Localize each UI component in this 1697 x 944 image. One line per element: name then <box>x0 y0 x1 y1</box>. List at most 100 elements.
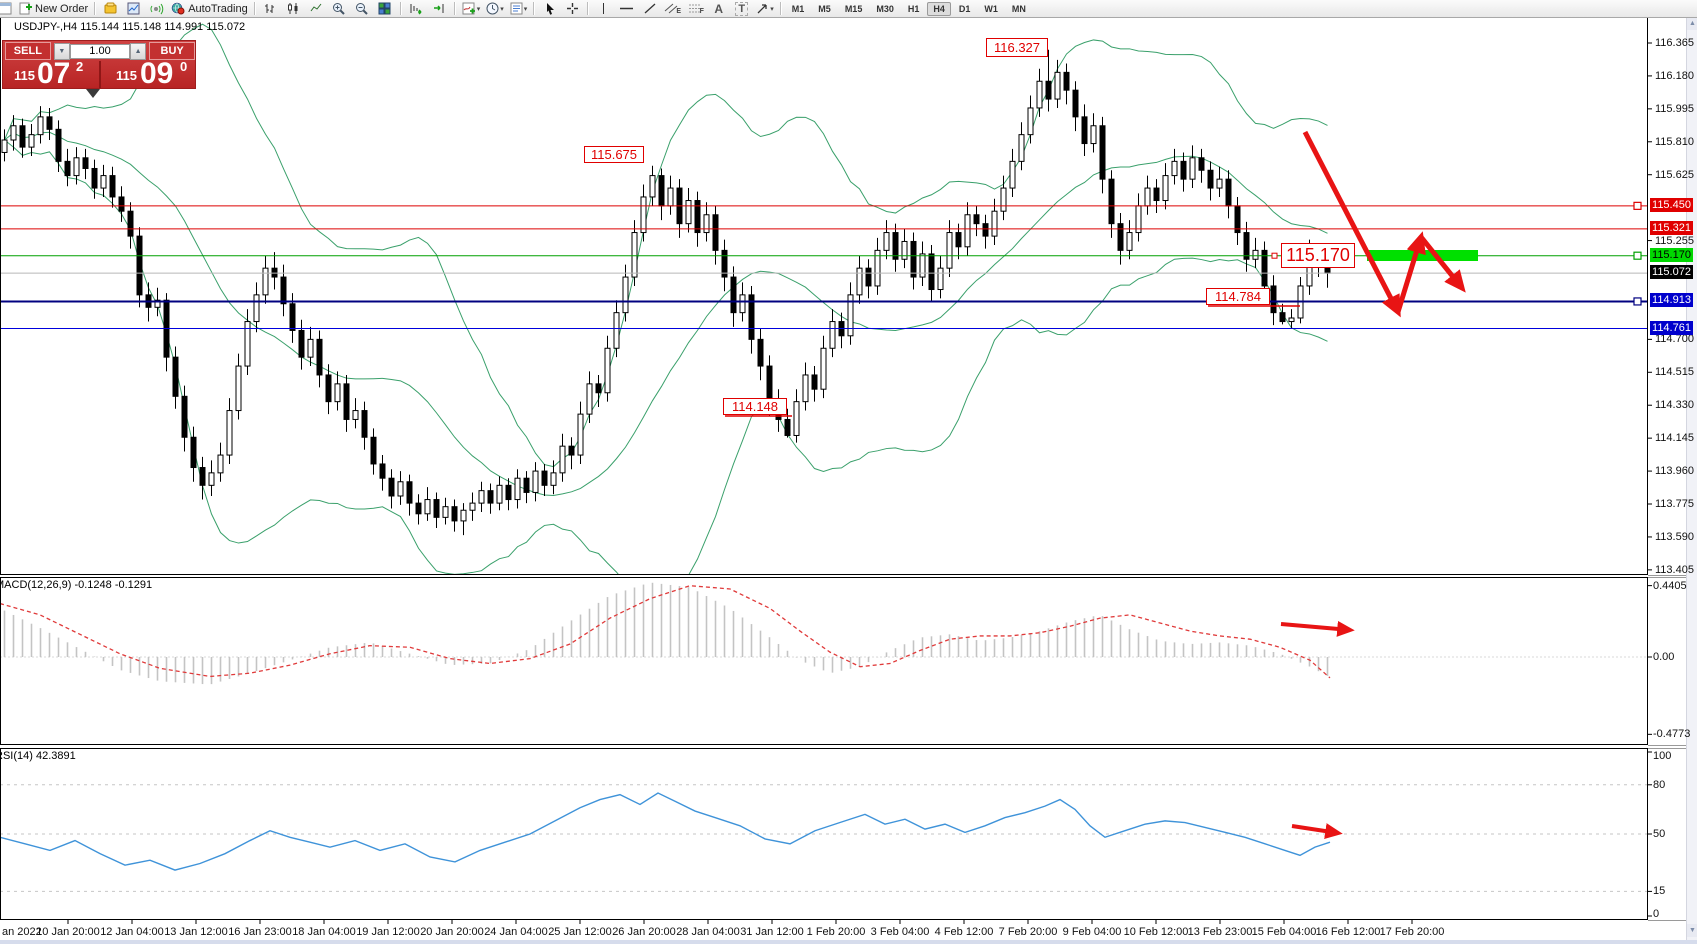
vertical-line-tool-icon[interactable] <box>593 1 614 16</box>
time-axis-label: 9 Feb 04:00 <box>1062 926 1122 938</box>
time-axis-label: 28 Jan 04:00 <box>676 926 740 938</box>
zoom-out-icon[interactable] <box>352 1 373 16</box>
price-badge: 115.450 <box>1650 197 1693 212</box>
green-zone-highlight[interactable] <box>1367 250 1478 261</box>
timeframe-button-d1[interactable]: D1 <box>958 3 971 14</box>
volume-input[interactable] <box>70 43 130 59</box>
timeframe-button-m5[interactable]: M5 <box>818 3 831 14</box>
price-badge: 115.321 <box>1650 220 1693 235</box>
trend-arrow[interactable] <box>1395 231 1426 313</box>
fibonacci-glyph: F <box>699 8 704 15</box>
time-axis-label: 16 Feb 12:00 <box>1315 926 1381 938</box>
new-order-icon <box>19 2 32 15</box>
new-order-button[interactable]: New Order <box>17 1 90 16</box>
price-axis-tick: 113.960 <box>1655 465 1694 478</box>
text-label-tool-icon[interactable]: T <box>731 1 752 16</box>
scroll-up-icon[interactable]: ▲ <box>1687 17 1697 30</box>
timeframe-button-m15[interactable]: M15 <box>844 3 863 14</box>
rsi-arrow[interactable] <box>1291 823 1343 839</box>
volume-increase-button[interactable]: ▲ <box>130 42 147 60</box>
sell-button[interactable]: SELL <box>5 42 51 60</box>
timeframe-toolbar: M1 M5 M15 M30 H1 H4 D1 W1 MN <box>785 1 1033 16</box>
trendline-tool-icon[interactable] <box>639 1 660 16</box>
time-axis-label: 10 Feb 12:00 <box>1123 926 1189 938</box>
label-glyph: T <box>735 1 749 16</box>
price-annotation[interactable]: 115.170 <box>1281 243 1355 268</box>
panel-collapse-arrow[interactable] <box>86 89 100 98</box>
price-axis-tick: 113.775 <box>1655 498 1694 510</box>
crosshair-tool-icon[interactable] <box>562 1 583 16</box>
macd-axis-tick: 0.4405 <box>1653 579 1687 592</box>
toolbar-separator <box>779 2 782 15</box>
price-annotation[interactable]: 115.675 <box>584 146 644 163</box>
price-badge: 114.761 <box>1650 320 1693 335</box>
timeframe-button-m30[interactable]: M30 <box>876 3 894 14</box>
price-axis-tick: 115.255 <box>1655 234 1694 247</box>
autotrading-icon <box>171 2 185 15</box>
scroll-down-icon[interactable]: ▼ <box>1687 924 1697 937</box>
trend-arrow[interactable] <box>1302 130 1401 318</box>
price-badge: 115.170 <box>1650 247 1693 262</box>
price-annotation[interactable]: 114.148 <box>723 398 787 415</box>
hline-handle[interactable] <box>1633 297 1642 306</box>
time-axis-label: 19 Jan 12:00 <box>356 926 420 938</box>
arrows-tool-icon[interactable]: ▾ <box>754 1 776 16</box>
price-axis-tick: 116.365 <box>1655 36 1694 49</box>
tile-windows-icon[interactable] <box>375 1 396 16</box>
price-axis-tick: 113.590 <box>1655 530 1694 543</box>
one-click-trading-panel: SELL ▼ ▲ BUY 115 07 2 115 09 0 <box>2 40 196 90</box>
autotrading-button[interactable]: AutoTrading <box>169 1 250 16</box>
time-axis-label: 12 Jan 04:00 <box>100 926 164 938</box>
indicators-icon[interactable]: ▾ <box>460 1 483 16</box>
hline-handle[interactable] <box>1633 251 1642 260</box>
trade-controls-row: SELL ▼ ▲ BUY <box>3 42 195 60</box>
periods-icon[interactable]: ▾ <box>484 1 506 16</box>
auto-scroll-icon[interactable] <box>406 1 427 16</box>
price-annotation[interactable]: 114.784 <box>1206 288 1270 305</box>
time-axis-label: 3 Feb 04:00 <box>870 926 930 938</box>
time-axis-label: 18 Jan 04:00 <box>292 926 356 938</box>
cursor-tool-icon[interactable] <box>539 1 560 16</box>
candlestick-mode-icon[interactable] <box>283 1 304 16</box>
chart-shift-icon[interactable] <box>429 1 450 16</box>
timeframe-button-m1[interactable]: M1 <box>791 3 805 14</box>
timeframe-button-mn[interactable]: MN <box>1011 3 1026 14</box>
time-axis-label: an 2022 <box>2 926 42 938</box>
fibonacci-tool-icon[interactable]: F <box>685 1 706 16</box>
trend-arrow[interactable] <box>1419 235 1466 293</box>
hline-handle[interactable] <box>1633 201 1642 210</box>
macd-arrow[interactable] <box>1280 620 1355 637</box>
sell-price-superscript: 2 <box>76 59 84 74</box>
sell-price-big: 07 <box>37 57 71 90</box>
volume-decrease-button[interactable]: ▼ <box>53 42 70 60</box>
price-annotation[interactable]: 116.327 <box>986 38 1048 57</box>
time-axis-label: 24 Jan 04:00 <box>484 926 548 938</box>
price-badge: 114.913 <box>1650 293 1693 308</box>
time-axis-label: 13 Feb 23:00 <box>1187 926 1253 938</box>
dropdown-arrow-icon: ▾ <box>476 5 481 13</box>
price-axis-tick: 115.625 <box>1655 168 1694 181</box>
bar-chart-mode-icon[interactable] <box>260 1 281 16</box>
zoom-in-icon[interactable] <box>329 1 350 16</box>
profile-icon[interactable] <box>100 1 121 16</box>
signal-icon[interactable] <box>146 1 167 16</box>
timeframe-button-h1[interactable]: H1 <box>907 3 920 14</box>
buy-price-big: 09 <box>140 57 174 90</box>
dropdown-arrow-icon: ▾ <box>523 5 528 13</box>
vertical-scrollbar[interactable]: ▲ ▼ <box>1686 17 1697 941</box>
timeframe-button-h4[interactable]: H4 <box>927 1 951 16</box>
time-axis-label: 7 Feb 20:00 <box>998 926 1058 938</box>
timeframe-button-w1[interactable]: W1 <box>984 3 998 14</box>
buy-button[interactable]: BUY <box>149 42 195 60</box>
market-watch-icon[interactable] <box>123 1 144 16</box>
templates-icon[interactable]: ▾ <box>508 1 530 16</box>
time-axis-label: 15 Feb 04:00 <box>1251 926 1317 938</box>
horizontal-line-tool-icon[interactable] <box>616 1 637 16</box>
line-chart-mode-icon[interactable] <box>306 1 327 16</box>
main-toolbar: New Order AutoTrading <box>0 0 1697 18</box>
text-tool-icon[interactable]: A <box>714 1 724 16</box>
time-axis-label: 17 Feb 20:00 <box>1379 926 1445 938</box>
macd-axis-tick: -0.4773 <box>1653 728 1691 741</box>
channel-tool-icon[interactable]: E <box>662 1 683 16</box>
